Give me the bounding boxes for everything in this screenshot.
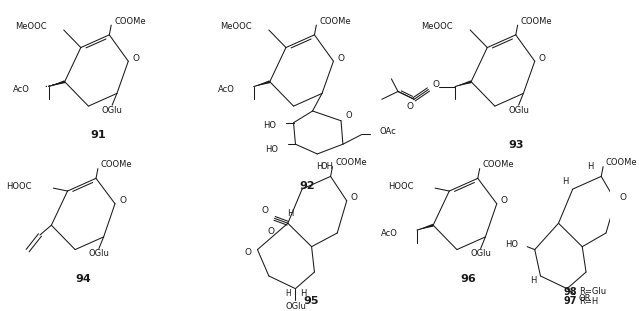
Text: 95: 95 [304,296,320,306]
Text: HO: HO [505,240,518,249]
Text: H: H [530,276,536,285]
Text: 92: 92 [299,181,314,191]
Text: O: O [345,111,352,120]
Text: COOMe: COOMe [101,160,132,169]
Text: COOMe: COOMe [521,17,552,26]
Text: 98: 98 [563,286,577,297]
Text: COOMe: COOMe [606,158,638,167]
Text: MeOOC: MeOOC [422,21,453,30]
Text: H: H [587,162,593,171]
Text: H: H [562,177,568,186]
Text: COOMe: COOMe [114,17,146,26]
Text: 96: 96 [461,274,476,284]
Text: O: O [501,196,508,205]
Polygon shape [417,224,433,230]
Text: COOMe: COOMe [320,17,351,26]
Text: 97: 97 [563,296,577,306]
Text: O: O [261,206,268,215]
Text: O: O [620,193,627,202]
Text: 93: 93 [508,140,523,150]
Text: O: O [337,54,344,63]
Text: O: O [351,193,358,202]
Text: OR: OR [578,294,591,303]
Text: HO: HO [263,121,277,130]
Text: COOMe: COOMe [335,158,367,167]
Text: HO: HO [265,145,279,154]
Text: AcO: AcO [13,85,29,94]
Text: O: O [407,102,414,111]
Text: OGlu: OGlu [88,249,109,258]
Text: H: H [316,162,322,171]
Text: OGlu: OGlu [470,249,491,258]
Text: HOOC: HOOC [6,182,31,191]
Text: OGlu: OGlu [285,302,306,311]
Text: OH: OH [320,162,333,171]
Text: R=H: R=H [580,297,599,306]
Text: O: O [119,196,126,205]
Text: R=Glu: R=Glu [580,287,606,296]
Text: COOMe: COOMe [482,160,514,169]
Polygon shape [49,80,65,86]
Text: O: O [267,226,274,235]
Text: 91: 91 [90,130,105,140]
Text: OAc: OAc [379,127,396,136]
Polygon shape [254,80,270,86]
Text: HOOC: HOOC [388,182,413,191]
Text: MeOOC: MeOOC [15,21,47,30]
Text: 94: 94 [76,274,91,284]
Text: OGlu: OGlu [508,105,529,114]
Text: MeOOC: MeOOC [220,21,252,30]
Text: AcO: AcO [218,85,235,94]
Text: AcO: AcO [381,229,398,238]
Text: OGlu: OGlu [102,105,123,114]
Text: O: O [132,54,139,63]
Text: O: O [433,80,440,89]
Text: O: O [245,248,252,257]
Text: H: H [288,209,294,218]
Text: O: O [539,54,546,63]
Polygon shape [455,80,472,86]
Text: H: H [285,289,291,298]
Text: H: H [300,289,306,298]
